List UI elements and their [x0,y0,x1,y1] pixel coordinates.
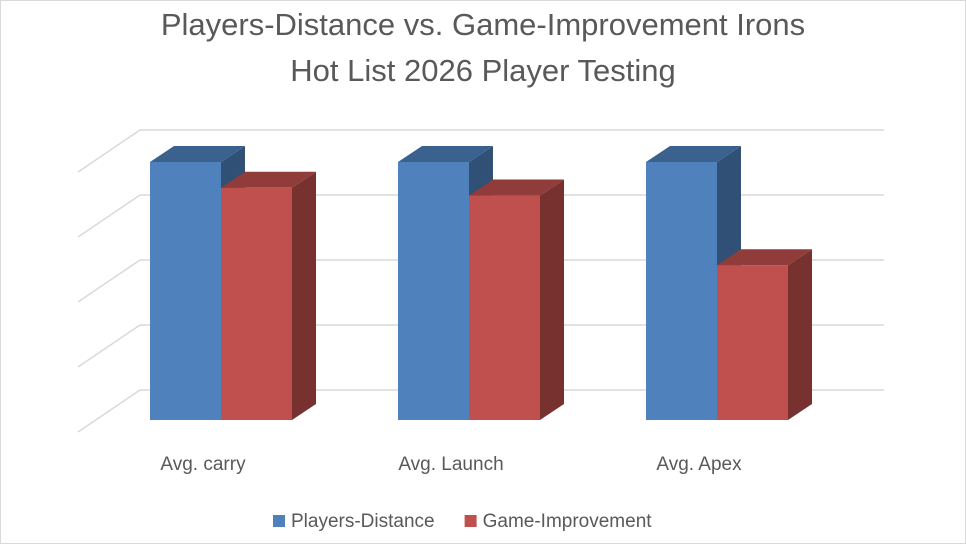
bar [469,195,540,420]
bar-top [717,249,812,266]
grid-line-side [77,259,141,303]
bar [150,162,221,420]
bar-top [469,179,564,196]
grid-line-side [77,194,141,238]
bar-top [398,146,493,162]
legend-label: Players-Distance [291,511,435,532]
x-tick-label: Avg. carry [160,454,246,475]
legend-swatch [273,515,285,527]
bar-top [646,146,741,162]
x-tick-label: Avg. Apex [656,454,742,475]
bar-top [150,146,245,162]
chart-title-line: Players-Distance vs. Game-Improvement Ir… [161,7,805,42]
legend-swatch [464,515,477,527]
bar-top [221,171,316,188]
x-tick-label: Avg. Launch [398,454,503,475]
bar [646,162,717,420]
legend-label: Game-Improvement [483,511,653,532]
chart-title-line: Hot List 2026 Player Testing [290,53,675,88]
bar-side [292,171,316,420]
bar-side [788,249,812,420]
bar-side [540,179,564,420]
grid-line-side [77,324,141,368]
bar [398,162,469,420]
bar [221,187,292,420]
grid-line-side [77,389,141,433]
bar [717,265,788,420]
grid-line-side [77,129,141,173]
